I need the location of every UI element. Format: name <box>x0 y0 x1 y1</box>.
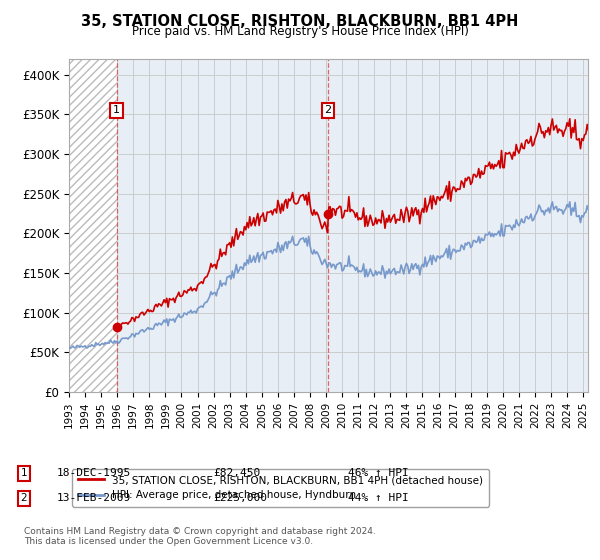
Text: £225,000: £225,000 <box>213 493 267 503</box>
Text: 44% ↑ HPI: 44% ↑ HPI <box>348 493 409 503</box>
Text: Contains HM Land Registry data © Crown copyright and database right 2024.
This d: Contains HM Land Registry data © Crown c… <box>24 526 376 546</box>
Text: 13-FEB-2009: 13-FEB-2009 <box>57 493 131 503</box>
Text: 1: 1 <box>113 105 120 115</box>
Text: 46% ↑ HPI: 46% ↑ HPI <box>348 468 409 478</box>
Text: 18-DEC-1995: 18-DEC-1995 <box>57 468 131 478</box>
Text: £82,450: £82,450 <box>213 468 260 478</box>
Text: 2: 2 <box>325 105 332 115</box>
Legend: 35, STATION CLOSE, RISHTON, BLACKBURN, BB1 4PH (detached house), HPI: Average pr: 35, STATION CLOSE, RISHTON, BLACKBURN, B… <box>71 469 490 507</box>
Text: 2: 2 <box>20 493 28 503</box>
Text: Price paid vs. HM Land Registry's House Price Index (HPI): Price paid vs. HM Land Registry's House … <box>131 25 469 38</box>
Text: 1: 1 <box>20 468 28 478</box>
Text: 35, STATION CLOSE, RISHTON, BLACKBURN, BB1 4PH: 35, STATION CLOSE, RISHTON, BLACKBURN, B… <box>82 14 518 29</box>
